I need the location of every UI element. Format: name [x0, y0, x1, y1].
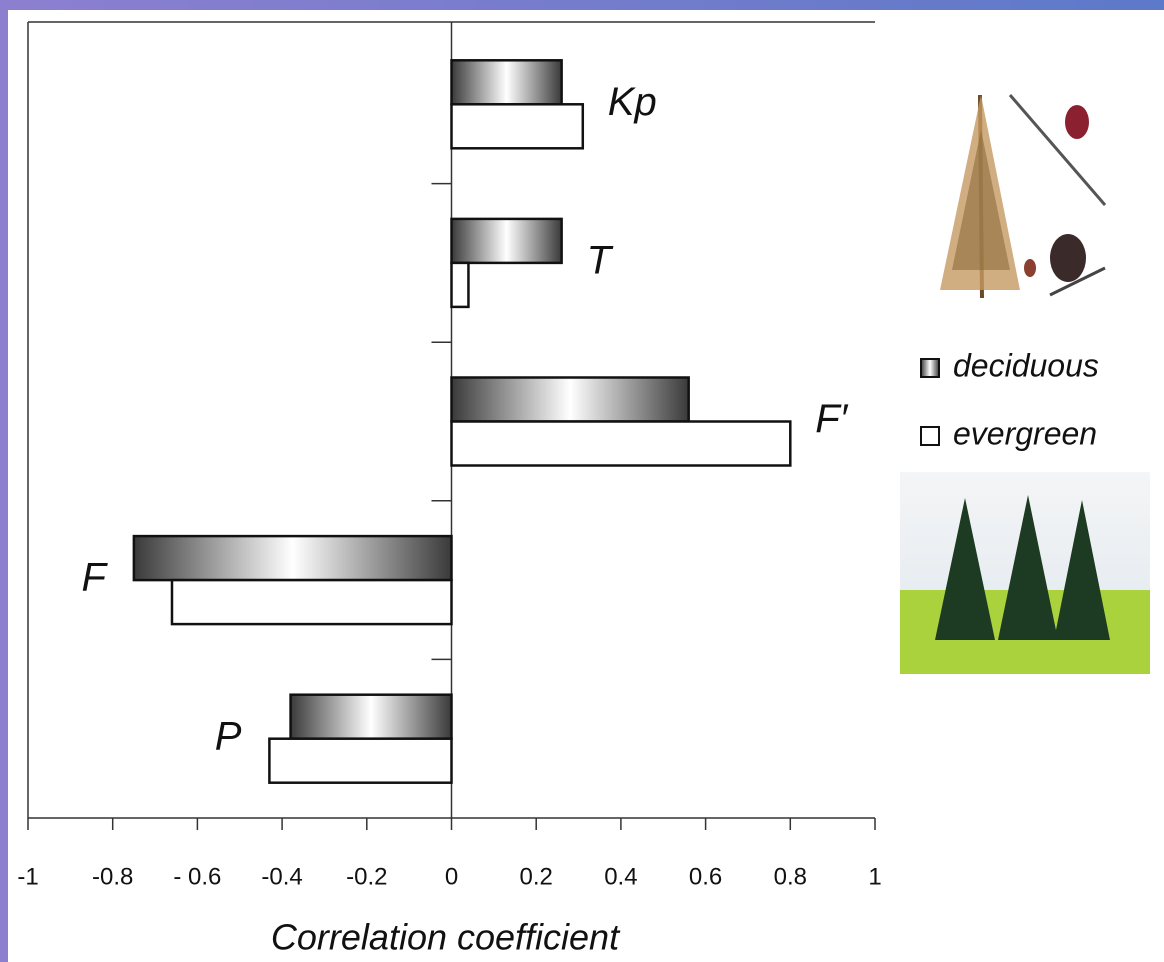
x-tick-label: 0.8 — [774, 863, 807, 890]
legend-swatch — [920, 426, 940, 446]
bar — [268, 737, 453, 784]
larch-illustration — [940, 94, 1107, 299]
bar — [450, 420, 792, 467]
bar — [450, 261, 470, 309]
x-tick-label: -0.4 — [261, 863, 302, 890]
bar — [132, 534, 453, 582]
category-label: F′ — [815, 397, 848, 441]
x-axis-label: Correlation coefficient — [271, 917, 621, 958]
x-tick-label: 0.6 — [689, 863, 722, 890]
spruce-illustration — [900, 472, 1150, 674]
bar — [450, 103, 585, 150]
x-tick-label: 0.2 — [520, 863, 553, 890]
x-tick-label: 1 — [868, 863, 881, 890]
x-tick-label: 0 — [445, 863, 458, 890]
category-label: T — [587, 238, 614, 282]
category-label: F — [81, 556, 108, 600]
legend-swatch — [920, 358, 940, 378]
x-tick-label: -0.8 — [92, 863, 133, 890]
bar — [450, 217, 563, 265]
legend-label: deciduous — [953, 347, 1099, 383]
x-tick-label: -1 — [17, 863, 38, 890]
category-label: P — [215, 714, 242, 758]
category-label: Kp — [608, 80, 657, 124]
x-tick-label: - 0.6 — [173, 863, 221, 890]
bar — [289, 693, 453, 740]
x-tick-label: 0.4 — [604, 863, 637, 890]
bar — [450, 59, 563, 106]
bar — [170, 578, 453, 626]
x-tick-label: -0.2 — [346, 863, 387, 890]
legend-label: evergreen — [953, 415, 1097, 451]
bar — [450, 376, 690, 423]
